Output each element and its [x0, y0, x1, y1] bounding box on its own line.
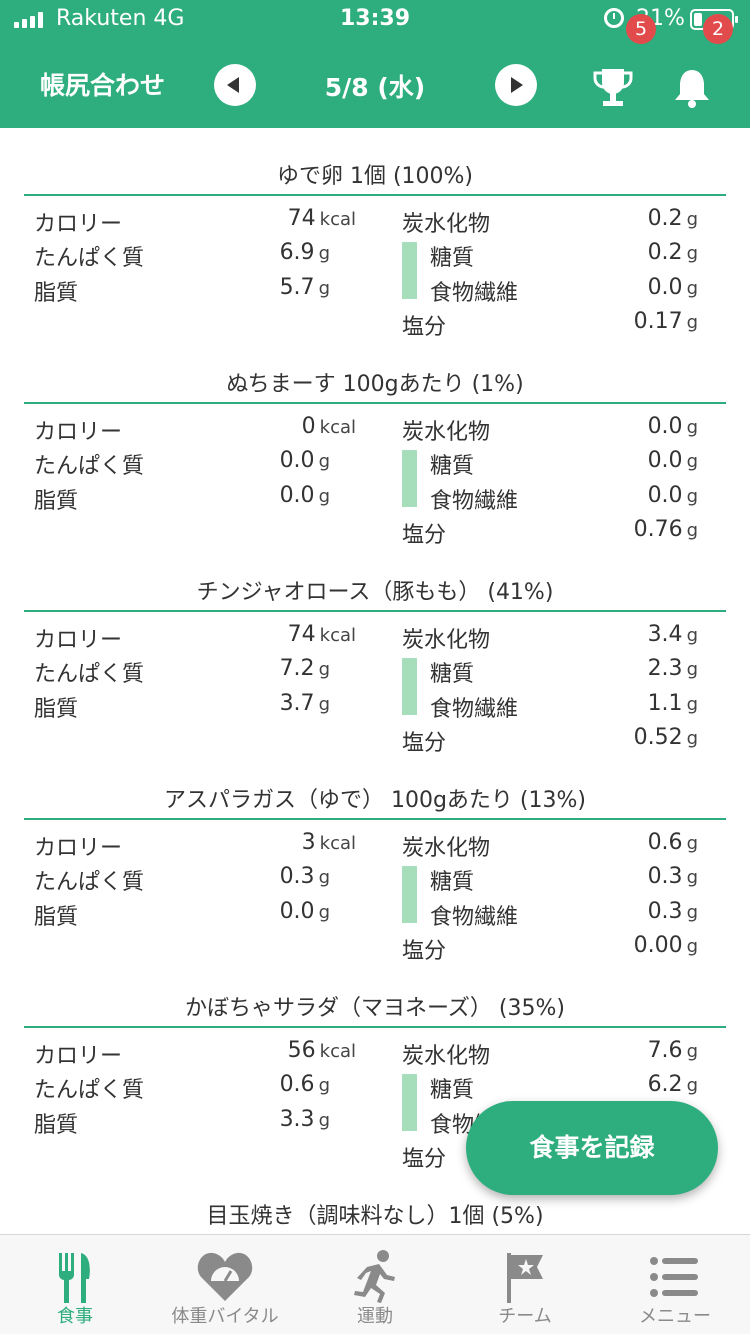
chevron-left-icon	[227, 77, 239, 93]
tab-meal[interactable]: 食事	[0, 1235, 150, 1334]
food-name: アスパラガス（ゆで） 100gあたり (13%)	[163, 788, 586, 813]
flag-icon	[507, 1253, 543, 1303]
trophy-icon[interactable]	[592, 66, 634, 110]
tab-bar: 食事 体重バイタル 運動 チーム メニュー	[0, 1234, 750, 1334]
signal-icon	[14, 12, 43, 28]
tab-team[interactable]: チーム	[450, 1235, 600, 1334]
food-item[interactable]: かぼちゃサラダ（マヨネーズ） (35%) カロリー 56 kcal たんぱく質 0.6…	[0, 960, 750, 1172]
food-item[interactable]: アスパラガス（ゆで） 100gあたり (13%) カロリー 3 kcal たんぱく質…	[0, 752, 750, 964]
bell-icon[interactable]	[672, 66, 712, 110]
runner-icon	[354, 1250, 395, 1303]
tab-label: チーム	[498, 1306, 552, 1327]
tab-weight-vital[interactable]: 体重バイタル	[150, 1235, 300, 1334]
divider	[24, 818, 726, 820]
tab-label: メニュー	[639, 1306, 711, 1327]
sub-nutrient-bar	[402, 658, 417, 715]
sub-nutrient-bar	[402, 1074, 417, 1131]
status-time: 13:39	[339, 6, 411, 31]
sub-nutrient-bar	[402, 450, 417, 507]
trophy-badge: 5	[626, 14, 656, 44]
food-name: ぬちまーす 100gあたり (1%)	[226, 372, 524, 397]
divider	[24, 1026, 726, 1028]
food-item[interactable]: ゆで卵 1個 (100%) カロリー 74 kcal たんぱく質 6.9 g 脂質 5.7…	[0, 128, 750, 340]
food-item[interactable]: チンジャオロース（豚もも） (41%) カロリー 74 kcal たんぱく質 7.2 g…	[0, 544, 750, 756]
tab-label: 運動	[357, 1306, 393, 1327]
divider	[24, 610, 726, 612]
current-date[interactable]: 5/8 (水)	[324, 73, 426, 102]
carrier-label: Rakuten 4G	[56, 6, 185, 31]
app-header: 帳尻合わせ 5/8 (水)	[0, 40, 750, 128]
food-list: ゆで卵 1個 (100%) カロリー 74 kcal たんぱく質 6.9 g 脂質 5.7…	[0, 128, 750, 1234]
previous-day-button[interactable]	[214, 64, 256, 106]
food-name: 目玉焼き（調味料なし）1個 (5%)	[206, 1204, 544, 1229]
food-item[interactable]: 目玉焼き（調味料なし）1個 (5%)	[0, 1168, 750, 1234]
food-name: かぼちゃサラダ（マヨネーズ） (35%)	[185, 996, 565, 1021]
notification-badge: 2	[703, 14, 733, 44]
food-name: チンジャオロース（豚もも） (41%)	[196, 580, 554, 605]
fork-knife-icon	[59, 1253, 90, 1303]
page-title: 帳尻合わせ	[40, 71, 166, 100]
menu-list-icon	[650, 1257, 698, 1297]
sub-nutrient-bar	[402, 242, 417, 299]
tab-label: 体重バイタル	[171, 1306, 279, 1327]
tab-exercise[interactable]: 運動	[300, 1235, 450, 1334]
alarm-icon	[604, 8, 624, 28]
chevron-right-icon	[511, 77, 523, 93]
sub-nutrient-bar	[402, 866, 417, 923]
tab-label: 食事	[57, 1306, 93, 1327]
record-meal-button[interactable]: 食事を記録	[466, 1101, 718, 1195]
divider	[24, 402, 726, 404]
heart-scale-icon	[197, 1252, 253, 1301]
food-item[interactable]: ぬちまーす 100gあたり (1%) カロリー 0 kcal たんぱく質 0.0 g 脂…	[0, 336, 750, 548]
tab-menu[interactable]: メニュー	[600, 1235, 750, 1334]
next-day-button[interactable]	[495, 64, 537, 106]
divider	[24, 194, 726, 196]
food-name: ゆで卵 1個 (100%)	[276, 164, 474, 189]
